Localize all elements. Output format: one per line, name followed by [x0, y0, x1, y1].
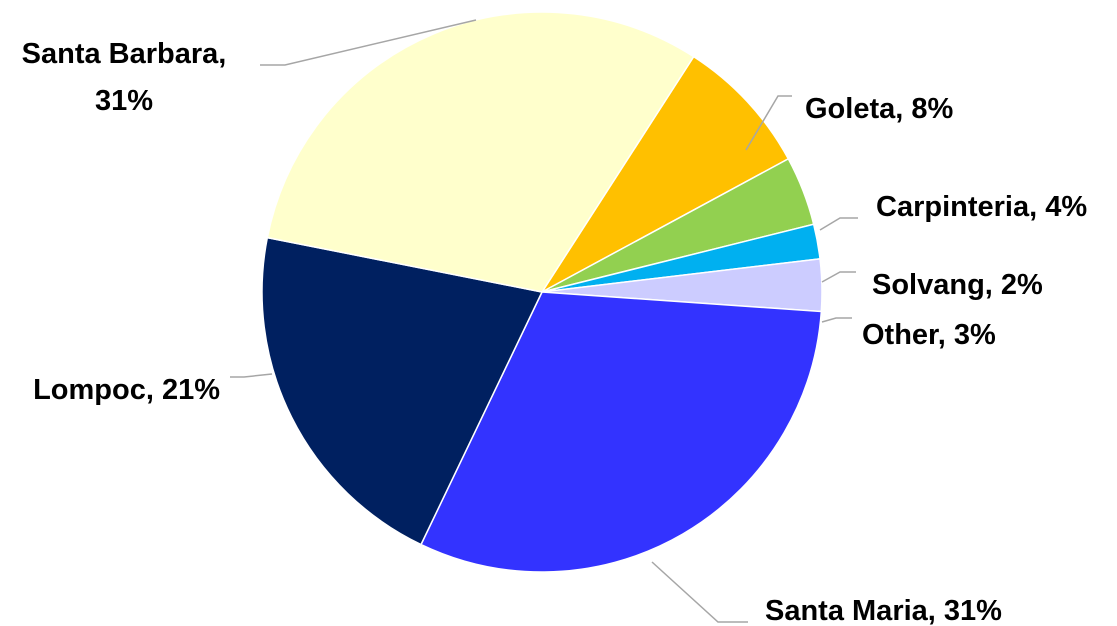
leader-line-carpinteria — [819, 217, 858, 231]
pie-slices — [261, 11, 823, 573]
data-label-santa-barbara: Santa Barbara, 31% — [22, 38, 227, 117]
data-label-carpinteria: Carpinteria, 4% — [876, 191, 1087, 223]
pie-slice-lompoc — [261, 236, 544, 546]
leader-line-lompoc — [230, 373, 273, 378]
leader-line-other — [821, 317, 852, 323]
data-label-lompoc: Lompoc, 21% — [33, 374, 220, 406]
leader-line-goleta — [745, 95, 792, 151]
pie-slice-goleta — [541, 55, 790, 293]
pie-slice-santa-barbara — [266, 11, 695, 293]
data-label-santa-maria: Santa Maria, 31% — [765, 595, 1002, 626]
data-label-goleta: Goleta, 8% — [805, 93, 953, 125]
leader-line-santa-barbara — [260, 19, 477, 66]
leader-line-solvang — [821, 271, 856, 283]
leader-line-santa-maria — [651, 561, 748, 623]
leader-lines — [230, 19, 858, 623]
data-label-other: Other, 3% — [862, 319, 996, 351]
data-labels: Goleta, 8% Carpinteria, 4% Solvang, 2% Othe… — [22, 38, 1088, 626]
data-label-solvang: Solvang, 2% — [872, 269, 1043, 301]
pie-slice-santa-maria — [420, 291, 823, 573]
